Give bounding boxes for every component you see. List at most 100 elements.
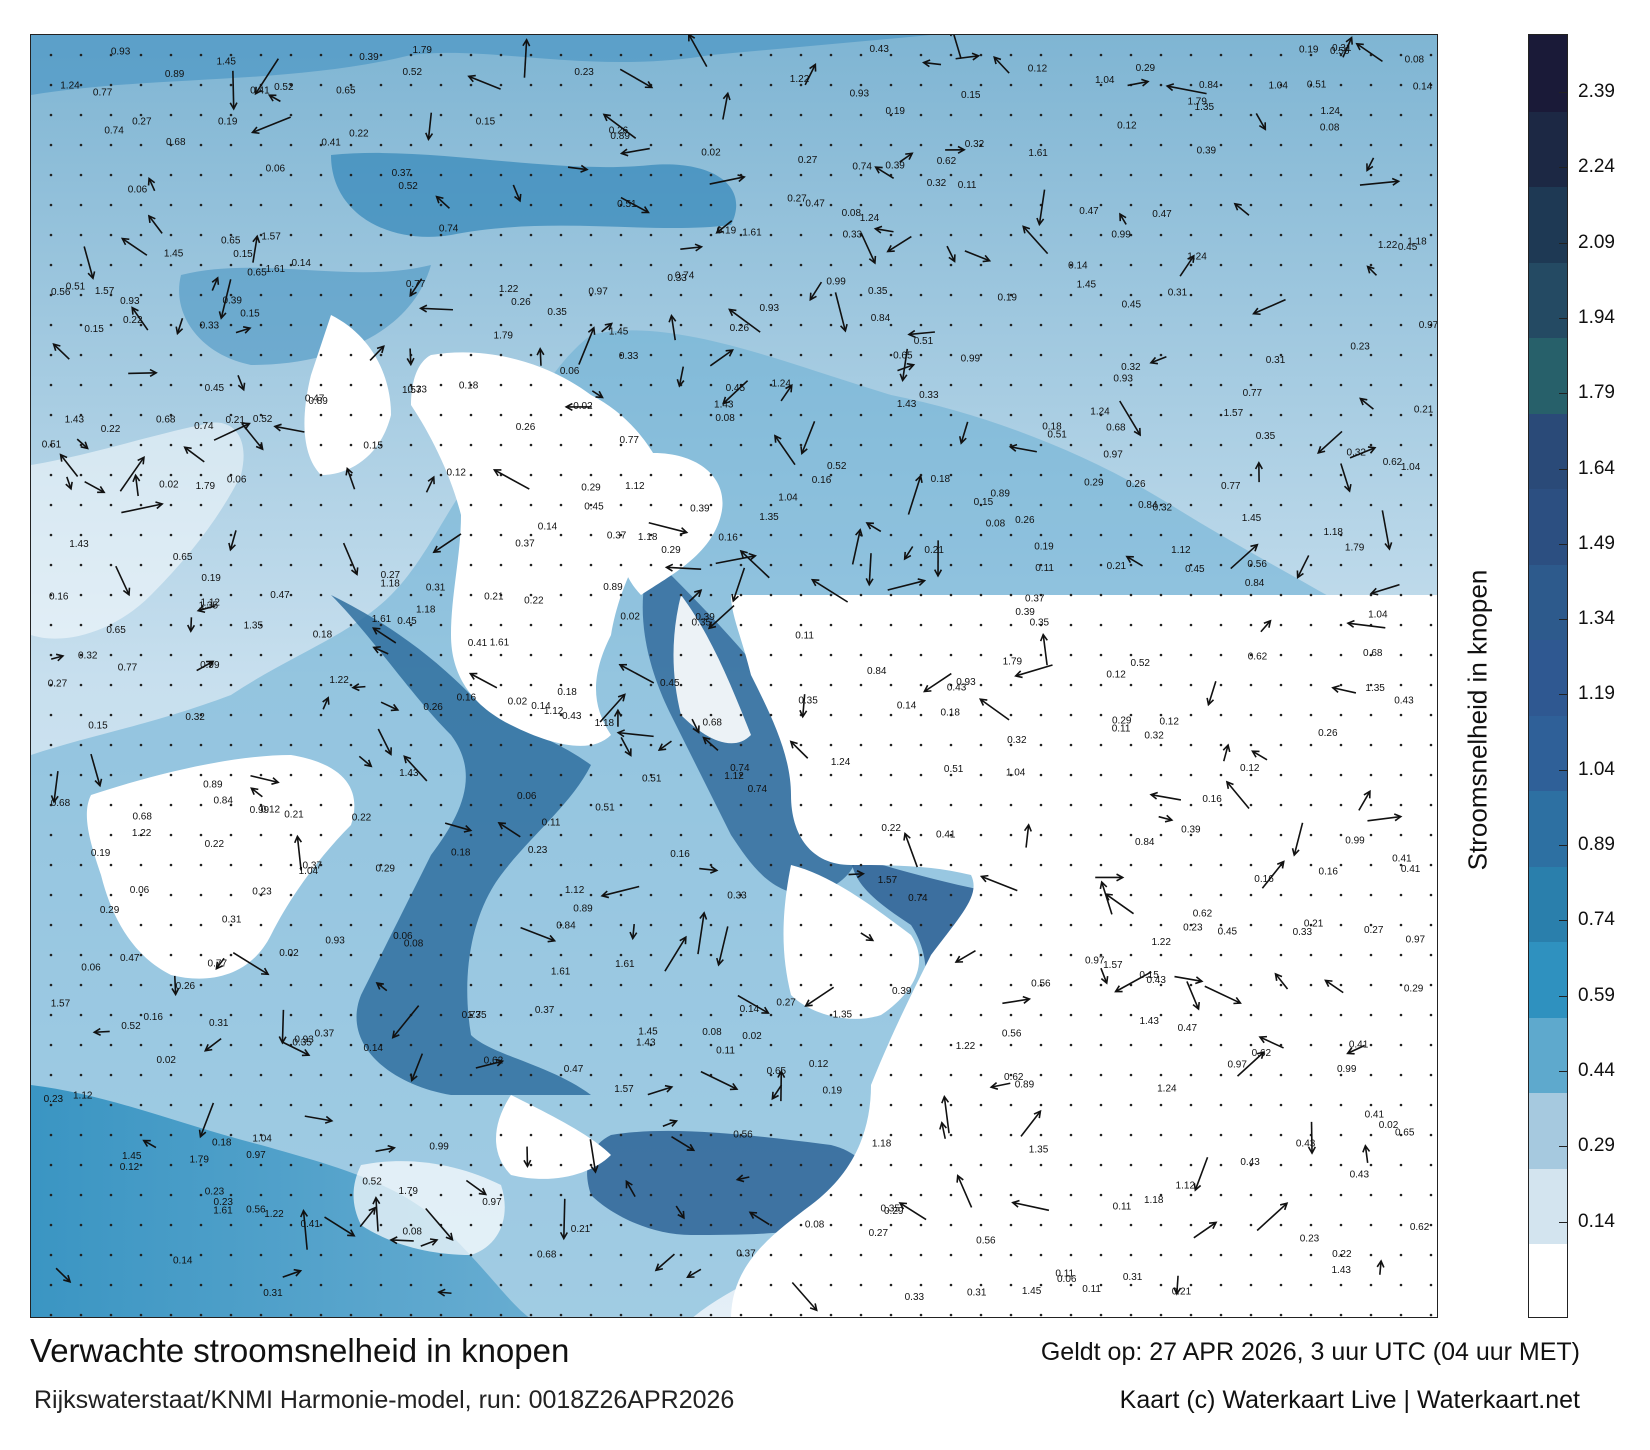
speed-label: 0.47	[1079, 206, 1099, 217]
grid-dot	[889, 1163, 893, 1167]
grid-dot	[1099, 83, 1103, 87]
current-arrow	[273, 423, 305, 433]
grid-dot	[529, 713, 533, 717]
grid-dot	[559, 743, 563, 747]
arrow-head	[1367, 446, 1377, 454]
grid-dot	[799, 1283, 803, 1287]
arrow-shaft	[375, 1197, 379, 1232]
current-arrow	[1366, 265, 1378, 276]
grid-dot	[1039, 1193, 1043, 1197]
grid-dot	[469, 593, 473, 597]
grid-dot	[319, 413, 323, 417]
current-arrow	[810, 578, 849, 603]
grid-dot	[349, 533, 353, 537]
grid-dot	[859, 593, 863, 597]
grid-dot	[469, 1253, 473, 1257]
arrow-shaft	[771, 1084, 783, 1100]
peninsula	[783, 865, 920, 1019]
grid-dot	[709, 473, 713, 477]
grid-dot	[529, 1193, 533, 1197]
current-arrow	[1324, 979, 1344, 994]
speed-label: 1.24	[1090, 407, 1110, 418]
grid-dot	[529, 1043, 533, 1047]
grid-dot	[559, 503, 563, 507]
speed-label: 0.31	[1168, 287, 1188, 298]
arrow-head	[142, 1139, 151, 1147]
grid-dot	[499, 443, 503, 447]
grid-dot	[1249, 83, 1253, 87]
grid-dot	[1009, 1193, 1013, 1197]
grid-dot	[1309, 1163, 1313, 1167]
speed-label: 0.39	[359, 52, 379, 63]
arrow-shaft	[189, 617, 193, 632]
grid-dot	[559, 1283, 563, 1287]
grid-dot	[619, 173, 623, 177]
grid-dot	[619, 1283, 623, 1287]
grid-dot	[169, 683, 173, 687]
grid-dot	[1249, 353, 1253, 357]
arrow-head	[692, 725, 700, 734]
arrow-shaft	[1274, 973, 1289, 990]
arrow-head	[702, 736, 711, 745]
grid-dot	[889, 713, 893, 717]
grid-dot	[1369, 563, 1373, 567]
speed-label: 1.04	[252, 1134, 272, 1145]
grid-dot	[1009, 623, 1013, 627]
grid-dot	[1399, 323, 1403, 327]
speed-label: 1.45	[164, 248, 184, 259]
current-arrow	[76, 438, 89, 450]
grid-dot	[1069, 413, 1073, 417]
arrow-shaft	[908, 331, 935, 336]
current-arrow	[90, 753, 103, 788]
current-arrow	[147, 214, 163, 234]
colorbar-band	[1529, 1016, 1567, 1094]
grid-dot	[229, 893, 233, 897]
grid-dot	[1129, 923, 1133, 927]
grid-dot	[619, 533, 623, 537]
grid-dot	[1309, 323, 1313, 327]
grid-dot	[1159, 173, 1163, 177]
grid-dot	[1039, 713, 1043, 717]
grid-dot	[949, 443, 953, 447]
grid-dot	[649, 1223, 653, 1227]
grid-dot	[409, 1193, 413, 1197]
arrow-shaft	[380, 701, 399, 711]
grid-dot	[1399, 1103, 1403, 1107]
colorbar-band	[1529, 1167, 1567, 1245]
grid-dot	[409, 713, 413, 717]
grid-dot	[619, 413, 623, 417]
grid-dot	[709, 803, 713, 807]
grid-dot	[829, 803, 833, 807]
grid-dot	[529, 653, 533, 657]
arrow-shaft	[589, 1139, 597, 1173]
grid-dot	[499, 413, 503, 417]
speed-label: 0.37	[535, 1005, 555, 1016]
grid-dot	[559, 593, 563, 597]
grid-dot	[1069, 773, 1073, 777]
grid-dot	[919, 623, 923, 627]
grid-dot	[1039, 143, 1043, 147]
current-arrow	[774, 434, 796, 466]
grid-dot	[1369, 353, 1373, 357]
grid-dot	[559, 1013, 563, 1017]
arrow-head	[729, 1082, 739, 1091]
grid-dot	[1309, 293, 1313, 297]
grid-dot	[1189, 803, 1193, 807]
speed-label: 0.33	[667, 273, 687, 284]
grid-dot	[529, 263, 533, 267]
current-arrow	[1011, 1199, 1050, 1212]
grid-dot	[49, 53, 53, 57]
arrow-head	[625, 1179, 633, 1189]
speed-label: 0.97	[1103, 450, 1123, 461]
grid-dot	[859, 203, 863, 207]
grid-dot	[409, 1253, 413, 1257]
grid-dot	[889, 743, 893, 747]
grid-dot	[889, 143, 893, 147]
grid-dot	[1039, 1283, 1043, 1287]
grid-dot	[949, 1313, 953, 1317]
grid-dot	[1009, 983, 1013, 987]
colorbar-band	[1529, 110, 1567, 188]
grid-dot	[529, 443, 533, 447]
arrow-shaft	[904, 546, 914, 560]
current-arrow	[410, 1053, 424, 1083]
